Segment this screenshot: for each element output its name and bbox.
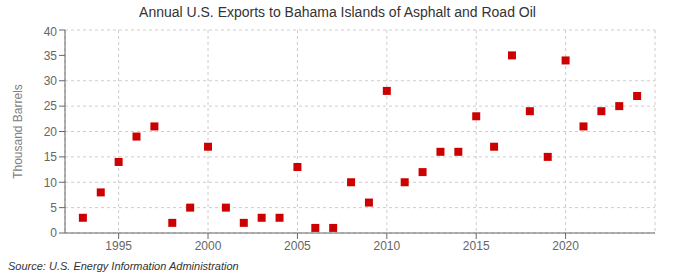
svg-text:5: 5 (50, 201, 57, 215)
svg-text:30: 30 (44, 74, 58, 88)
svg-text:20: 20 (44, 125, 58, 139)
svg-text:35: 35 (44, 49, 58, 63)
svg-text:40: 40 (44, 25, 58, 39)
svg-text:Thousand Barrels: Thousand Barrels (11, 84, 25, 179)
svg-text:2005: 2005 (284, 239, 311, 253)
html-text:Source: U.S. Energy Informatio: Source: U.S. Energy Information Administ… (8, 260, 239, 272)
svg-text:1995: 1995 (105, 239, 132, 253)
svg-text:2015: 2015 (463, 239, 490, 253)
svg-text:15: 15 (44, 150, 58, 164)
svg-text:2020: 2020 (552, 239, 579, 253)
svg-text:2000: 2000 (195, 239, 222, 253)
html-text:Annual U.S. Exports to Bahama: Annual U.S. Exports to Bahama Islands of… (139, 4, 536, 20)
svg-text:10: 10 (44, 176, 58, 190)
svg-text:0: 0 (50, 226, 57, 240)
svg-text:25: 25 (44, 99, 58, 113)
svg-text:2010: 2010 (373, 239, 400, 253)
